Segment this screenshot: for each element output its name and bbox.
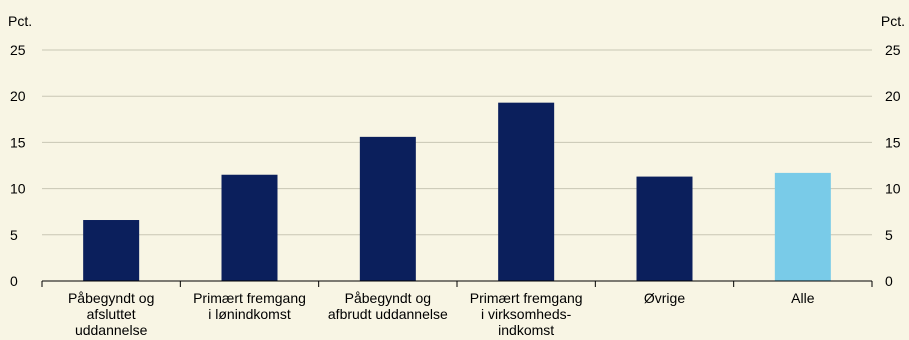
bars	[83, 102, 831, 281]
bar	[774, 172, 831, 281]
y-tick-label-left: 0	[10, 273, 18, 289]
category-label: Primært fremgang i lønindkomst	[193, 290, 306, 322]
y-tick-label-right: 15	[885, 134, 901, 150]
category-labels: Påbegyndt og afsluttet uddannelse Primært f…	[68, 290, 815, 338]
y-tick-label-left: 5	[10, 227, 18, 243]
category-label: Øvrige	[644, 290, 685, 306]
y-tick-label-left: 15	[10, 134, 26, 150]
bar	[83, 220, 140, 281]
bar	[498, 102, 555, 281]
x-axis	[41, 280, 873, 287]
y-tick-label-right: 5	[885, 227, 893, 243]
y-tick-label-right: 25	[885, 42, 901, 58]
gridlines	[42, 49, 872, 236]
bar	[221, 174, 278, 281]
y-tick-label-right: 10	[885, 181, 901, 197]
y-tick-label-right: 0	[885, 273, 893, 289]
category-label: Alle	[791, 290, 815, 306]
y-unit-right: Pct.	[881, 13, 905, 29]
category-label: Påbegyndt og afsluttet uddannelse	[68, 290, 154, 338]
y-tick-label-left: 20	[10, 88, 26, 104]
y-unit-left: Pct.	[8, 13, 32, 29]
y-tick-label-right: 20	[885, 88, 901, 104]
bar	[359, 136, 416, 281]
y-tick-labels: 0 0 5 5 10 10 15 15 20 20 25 25	[10, 42, 901, 289]
y-tick-label-left: 10	[10, 181, 26, 197]
category-label: Primært fremgang i virksomheds-indkomst	[470, 290, 583, 338]
bar	[636, 176, 693, 281]
category-label: Påbegyndt og afbrudt uddannelse	[328, 290, 448, 322]
y-tick-label-left: 25	[10, 42, 26, 58]
